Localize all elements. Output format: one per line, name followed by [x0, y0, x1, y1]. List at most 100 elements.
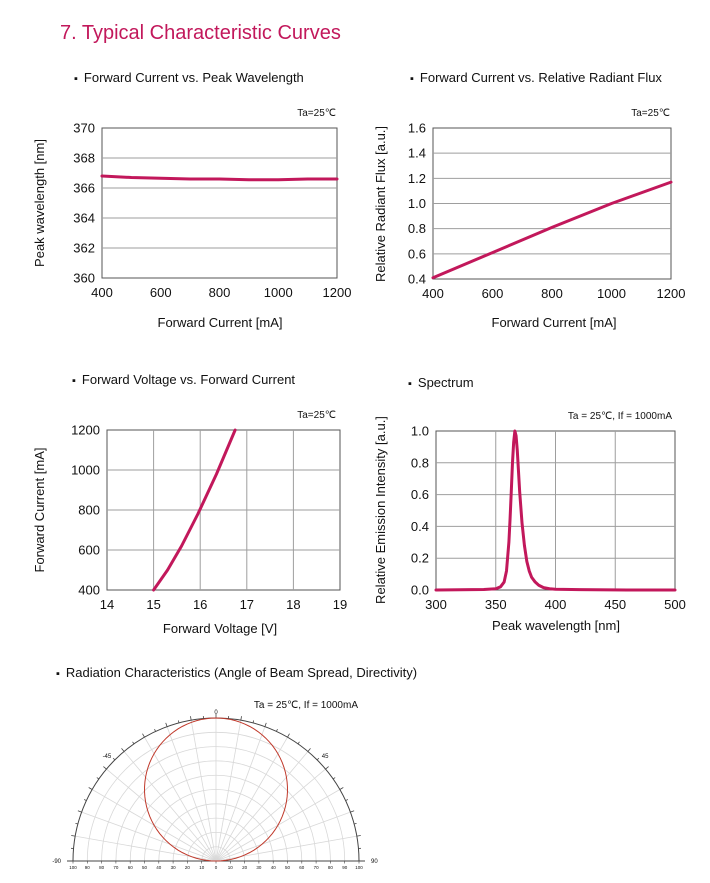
c4-x-tick-label: 350: [485, 597, 507, 612]
c5-grid-spoke: [166, 726, 217, 862]
c2-y-tick-label: 1.2: [408, 171, 426, 186]
c5-radial-tick-label: 70: [314, 865, 320, 870]
c5-radial-tick-label: 100: [69, 865, 77, 870]
c4-y-tick-label: 0.8: [411, 455, 429, 470]
c3-y-axis-label: Forward Current [mA]: [32, 448, 47, 573]
chart-forward-current-flux-title: Forward Current vs. Relative Radiant Flu…: [410, 70, 662, 85]
c4-y-tick-label: 0.0: [411, 583, 429, 598]
c5-grid-spoke: [215, 768, 326, 862]
c5-angle-tick: [142, 733, 145, 738]
c1-x-tick-label: 1000: [264, 285, 293, 300]
c5-grid-spoke: [106, 768, 217, 862]
c5-radial-tick-label: 100: [355, 865, 363, 870]
c5-angle-tick: [276, 728, 278, 732]
c3-x-tick-label: 15: [146, 597, 160, 612]
c1-y-tick-label: 360: [73, 271, 95, 286]
c5-angle-label-left90: -90: [52, 859, 61, 865]
c1-y-tick-label: 364: [73, 211, 95, 226]
c2-x-tick-label: 400: [422, 286, 444, 301]
c3-x-tick-label: 19: [333, 597, 347, 612]
c3-x-tick-label: 16: [193, 597, 207, 612]
c5-radial-tick-label: 10: [228, 865, 234, 870]
c4-x-tick-label: 500: [664, 597, 686, 612]
c5-radial-tick-label: 90: [342, 865, 348, 870]
c5-angle-tick: [354, 822, 357, 825]
c5-angle-tick: [83, 799, 87, 801]
c4-y-tick-label: 1.0: [411, 424, 429, 439]
c5-angle-tick: [121, 748, 125, 752]
c5-grid-spoke: [144, 736, 217, 862]
c5-angle-tick: [332, 777, 336, 780]
c5-grid-spoke: [215, 736, 288, 862]
c5-radial-tick-label: 30: [171, 865, 177, 870]
c5-angle-tick: [264, 722, 267, 727]
c1-x-axis-label: Forward Current [mA]: [158, 315, 283, 330]
c5-angle-tick: [287, 733, 290, 738]
c2-y-tick-label: 0.4: [408, 272, 426, 287]
c5-radial-tick-label: 40: [271, 865, 277, 870]
c5-angle-tick: [112, 757, 116, 761]
c4-condition-label: Ta = 25℃, If = 1000mA: [568, 411, 672, 422]
c3-x-tick-label: 14: [100, 597, 114, 612]
c3-x-tick-label: 17: [240, 597, 254, 612]
c5-angle-tick: [88, 787, 93, 790]
c5-angle-label-left45: -45: [103, 754, 112, 760]
c5-radial-tick-label: 20: [185, 865, 191, 870]
c5-angle-tick: [96, 777, 100, 780]
c5-condition-label: Ta = 25℃, If = 1000mA: [254, 700, 358, 711]
c5-angle-tick: [71, 835, 76, 837]
c4-y-tick-label: 0.2: [411, 551, 429, 566]
c5-grid-spoke: [81, 811, 217, 862]
c2-y-tick-label: 1.6: [408, 121, 426, 136]
c5-angle-tick: [297, 741, 300, 745]
c5-angle-label-right45: 45: [322, 754, 329, 760]
c1-plot-frame: [101, 127, 338, 279]
c5-radial-tick-label: 0: [215, 865, 218, 870]
c5-radial-tick-label: 90: [85, 865, 91, 870]
c5-angle-tick: [345, 799, 349, 801]
c4-y-tick-label: 0.6: [411, 487, 429, 502]
c4-series-line: [434, 429, 677, 592]
chart-radiation-title: Radiation Characteristics (Angle of Beam…: [56, 665, 417, 680]
c5-radial-tick-label: 50: [142, 865, 148, 870]
c1-y-tick-label: 368: [73, 151, 95, 166]
c5-angle-tick: [154, 728, 156, 732]
c5-grid-spoke: [190, 720, 217, 862]
c3-condition-label: Ta=25℃: [297, 410, 336, 421]
c5-radial-tick-label: 20: [242, 865, 248, 870]
c2-x-tick-label: 1200: [657, 286, 686, 301]
c5-angle-tick: [75, 822, 78, 825]
c1-y-tick-label: 366: [73, 181, 95, 196]
c5-radial-tick-label: 50: [285, 865, 291, 870]
c5-angle-tick: [356, 835, 361, 837]
c5-radial-tick-label: 10: [199, 865, 205, 870]
c2-y-tick-label: 0.6: [408, 246, 426, 261]
c5-angle-tick: [307, 748, 311, 752]
c1-x-tick-label: 800: [209, 285, 231, 300]
c3-y-tick-label: 1000: [71, 463, 100, 478]
c5-radial-tick-label: 60: [128, 865, 134, 870]
c4-y-axis-label: Relative Emission Intensity [a.u.]: [373, 416, 388, 604]
c2-y-tick-label: 0.8: [408, 221, 426, 236]
c4-x-axis-label: Peak wavelength [nm]: [492, 618, 620, 633]
c1-y-tick-label: 370: [73, 121, 95, 136]
c5-angle-label-0: 0: [214, 710, 218, 716]
c5-radial-tick-label: 60: [299, 865, 305, 870]
chart-voltage-current-title: Forward Voltage vs. Forward Current: [72, 372, 295, 387]
c5-radial-tick-label: 70: [113, 865, 119, 870]
c2-condition-label: Ta=25℃: [631, 108, 670, 119]
c5-radial-tick-label: 80: [99, 865, 105, 870]
section-title: 7. Typical Characteristic Curves: [60, 22, 341, 44]
c5-angle-tick: [103, 766, 107, 770]
c1-x-tick-label: 400: [91, 285, 113, 300]
c2-x-tick-label: 800: [541, 286, 563, 301]
c5-angle-tick: [240, 716, 242, 721]
c3-series-line: [152, 428, 237, 592]
c5-angle-tick: [190, 716, 192, 721]
chart-spectrum-title: Spectrum: [408, 375, 474, 390]
c2-x-axis-label: Forward Current [mA]: [492, 315, 617, 330]
c5-angle-tick: [316, 757, 320, 761]
c2-y-tick-label: 1.4: [408, 146, 426, 161]
c5-angle-tick: [77, 810, 82, 813]
